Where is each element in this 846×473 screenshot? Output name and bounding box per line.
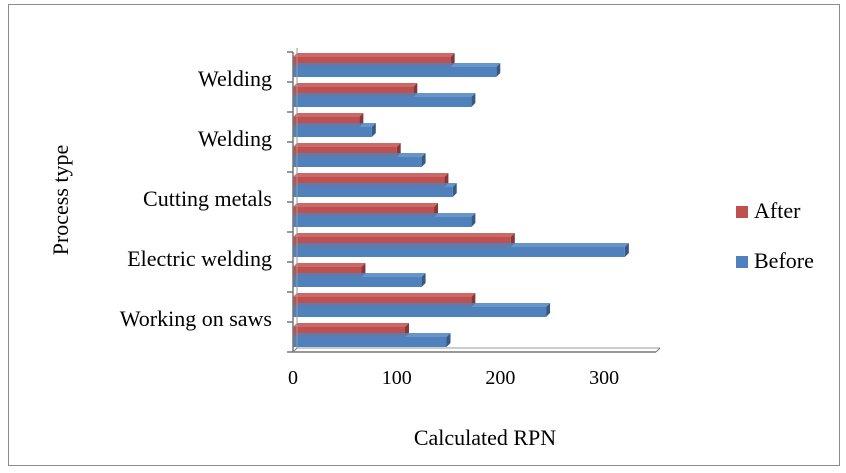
bar-top-face — [293, 213, 476, 217]
bar-front-face — [293, 297, 472, 307]
bar-end-face — [624, 243, 629, 257]
bar-front-face — [293, 127, 372, 137]
bar-front-face — [293, 157, 422, 167]
bar-front-face — [293, 87, 414, 97]
bar-front-face — [293, 327, 406, 337]
bar-end-face — [452, 183, 457, 197]
category-label: Working on saws — [120, 306, 272, 331]
bar-after — [293, 173, 449, 187]
bar-before — [293, 333, 451, 347]
bar-before — [293, 153, 426, 167]
bar-top-face — [293, 63, 501, 67]
bars-group — [293, 53, 629, 347]
bar-before — [293, 123, 376, 137]
bar-front-face — [293, 217, 472, 227]
x-tick-label: 100 — [382, 367, 412, 389]
bar-front-face — [293, 147, 397, 157]
bar-end-face — [496, 63, 501, 77]
bar-before — [293, 213, 476, 227]
bar-front-face — [293, 247, 625, 257]
y-axis-title: Process type — [48, 145, 73, 256]
axes-group — [287, 48, 661, 353]
bar-top-face — [293, 53, 455, 57]
bar-top-face — [293, 293, 476, 297]
bar-top-face — [293, 243, 629, 247]
category-label: Welding — [198, 66, 272, 91]
legend: After Before — [736, 198, 814, 273]
bar-top-face — [293, 113, 364, 117]
bar-end-face — [471, 213, 476, 227]
bar-front-face — [293, 337, 447, 347]
legend-label: After — [754, 198, 801, 223]
bar-front-face — [293, 267, 362, 277]
bar-top-face — [293, 303, 551, 307]
category-label: Cutting metals — [143, 186, 272, 211]
bar-before — [293, 303, 551, 317]
bar-top-face — [293, 83, 418, 87]
category-label: Welding — [198, 126, 272, 151]
category-labels: Working on saws Electric welding Cutting m… — [120, 66, 272, 331]
bar-end-face — [421, 153, 426, 167]
x-tick-label: 0 — [288, 367, 298, 389]
bar-top-face — [293, 143, 401, 147]
bar-end-face — [471, 93, 476, 107]
bar-front-face — [293, 277, 422, 287]
legend-item-after: After — [736, 198, 801, 223]
bar-top-face — [293, 273, 426, 277]
bar-end-face — [446, 333, 451, 347]
x-tick-label: 300 — [589, 367, 619, 389]
bar-front-face — [293, 237, 511, 247]
x-tick-label: 200 — [485, 367, 515, 389]
bar-end-face — [371, 123, 376, 137]
bar-before — [293, 93, 476, 107]
axis-corner-line — [292, 347, 298, 353]
bar-after — [293, 323, 410, 337]
bar-front-face — [293, 57, 451, 67]
bar-top-face — [293, 263, 366, 267]
bar-front-face — [293, 117, 360, 127]
bar-end-face — [546, 303, 551, 317]
bar-top-face — [293, 123, 376, 127]
bar-before — [293, 63, 501, 77]
legend-item-before: Before — [736, 248, 814, 273]
legend-swatch — [736, 206, 748, 218]
bar-top-face — [293, 173, 449, 177]
x-tick-labels: 0 100 200 300 — [288, 367, 619, 389]
bar-front-face — [293, 97, 472, 107]
bar-front-face — [293, 67, 497, 77]
bar-front-face — [293, 307, 547, 317]
bar-top-face — [293, 203, 439, 207]
bar-front-face — [293, 187, 453, 197]
bar-before — [293, 243, 629, 257]
bar-top-face — [293, 153, 426, 157]
legend-swatch — [736, 256, 748, 268]
bar-top-face — [293, 233, 515, 237]
bar-top-face — [293, 183, 457, 187]
bar-top-face — [293, 333, 451, 337]
bar-front-face — [293, 207, 435, 217]
bar-before — [293, 273, 426, 287]
bar-before — [293, 183, 457, 197]
legend-label: Before — [754, 248, 814, 273]
bar-end-face — [421, 273, 426, 287]
bar-front-face — [293, 177, 445, 187]
bar-top-face — [293, 93, 476, 97]
x-axis-title: Calculated RPN — [414, 425, 556, 450]
bar-top-face — [293, 323, 410, 327]
category-label: Electric welding — [127, 246, 272, 271]
axis-end-line — [655, 347, 661, 353]
